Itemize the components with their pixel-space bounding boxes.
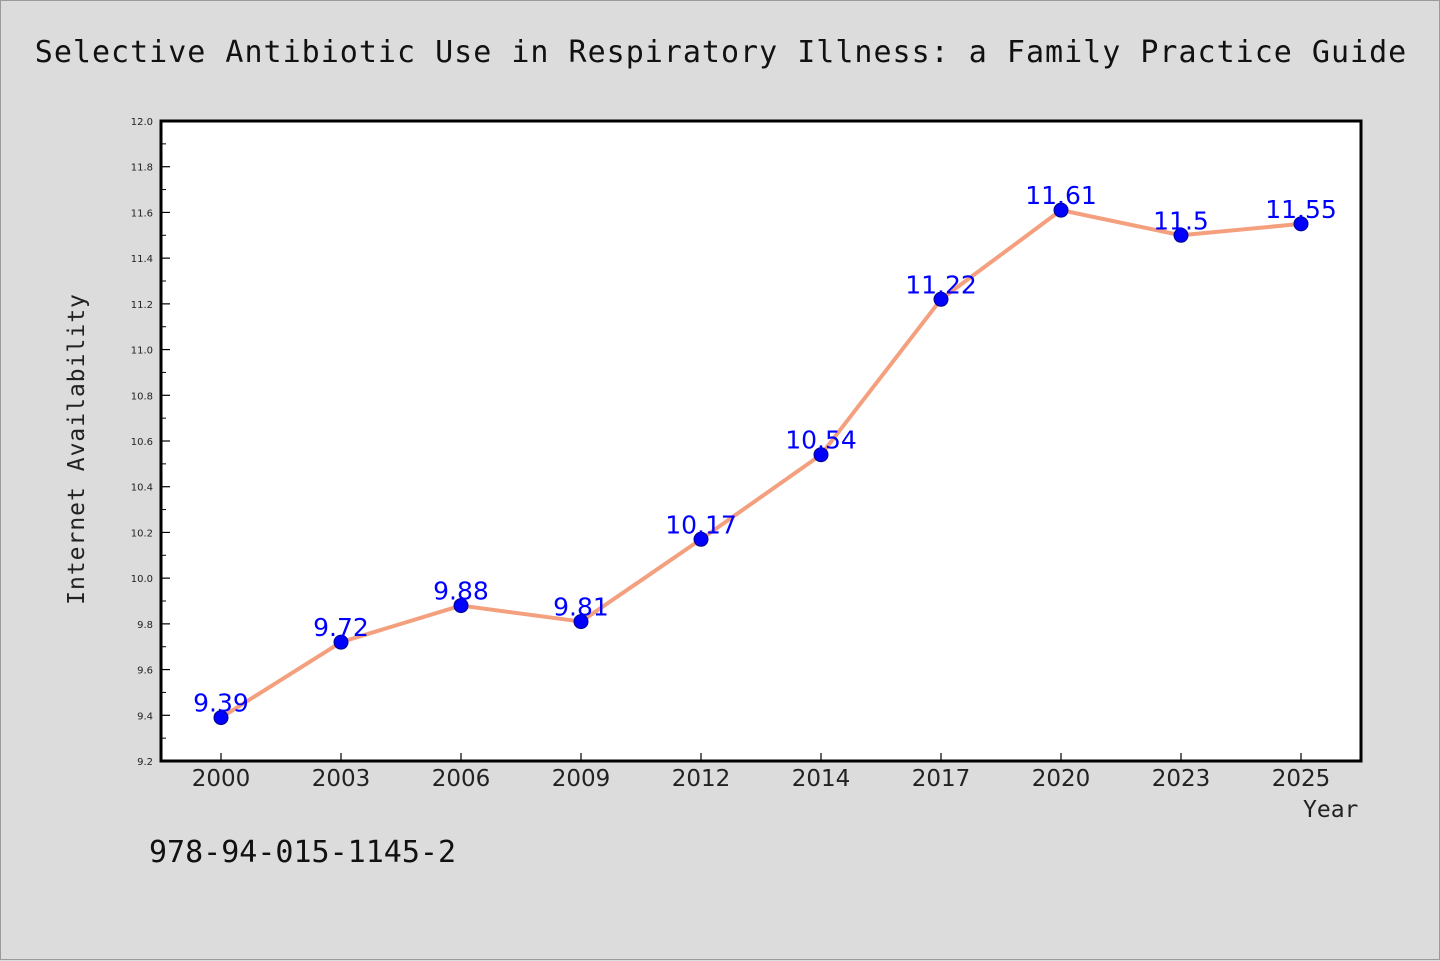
data-point [573, 614, 589, 630]
data-point [213, 710, 229, 726]
y-tick-label: 11.4 [131, 254, 153, 265]
x-tick-label: 2020 [1032, 766, 1091, 792]
chart-title: Selective Antibiotic Use in Respiratory … [34, 35, 1408, 70]
x-tick-label: 2009 [552, 766, 611, 792]
data-label: 9.39 [193, 689, 249, 718]
data-label: 11.5 [1153, 206, 1209, 235]
data-label: 10.54 [785, 426, 857, 455]
plot-frame [159, 119, 1363, 763]
data-point [813, 447, 829, 463]
y-tick-label: 10.6 [131, 437, 153, 448]
y-tick-label: 12.0 [131, 117, 153, 128]
series-line [219, 208, 1302, 720]
y-tick-label: 9.8 [137, 620, 153, 631]
y-tick-label: 11.6 [131, 208, 153, 219]
data-label: 10.17 [665, 510, 737, 539]
y-tick-label: 10.2 [131, 528, 153, 539]
y-tick-label: 11.2 [131, 300, 153, 311]
x-tick-label: 2023 [1152, 766, 1211, 792]
y-tick-label: 9.6 [137, 666, 153, 677]
y-tick-label: 11.0 [131, 346, 153, 357]
data-label: 9.81 [553, 593, 609, 622]
isbn-text: 978-94-015-1145-2 [149, 835, 457, 870]
data-point [333, 634, 349, 650]
data-label: 11.55 [1265, 195, 1337, 224]
data-label: 11.22 [905, 270, 977, 299]
data-label: 9.72 [313, 613, 369, 642]
data-label: 9.88 [433, 577, 489, 606]
x-tick-label: 2012 [672, 766, 731, 792]
y-tick-label: 9.4 [137, 711, 153, 722]
data-point [1293, 216, 1309, 232]
y-tick-label: 10.0 [131, 574, 153, 585]
y-tick-label: 9.2 [137, 757, 153, 768]
data-point [1053, 202, 1069, 218]
x-axis-label: Year [1303, 797, 1359, 823]
x-tick-label: 2006 [432, 766, 491, 792]
data-point [453, 598, 469, 614]
data-label: 11.61 [1025, 181, 1097, 210]
y-tick-label: 11.8 [131, 163, 153, 174]
x-tick-label: 2025 [1272, 766, 1331, 792]
x-tick-label: 2003 [312, 766, 371, 792]
x-tick-label: 2014 [792, 766, 851, 792]
data-point [933, 291, 949, 307]
y-tick-label: 10.8 [131, 391, 153, 402]
x-tick-label: 2000 [192, 766, 251, 792]
data-point [1173, 227, 1189, 243]
data-point [693, 531, 709, 547]
y-tick-label: 10.4 [131, 483, 153, 494]
x-tick-label: 2017 [912, 766, 971, 792]
